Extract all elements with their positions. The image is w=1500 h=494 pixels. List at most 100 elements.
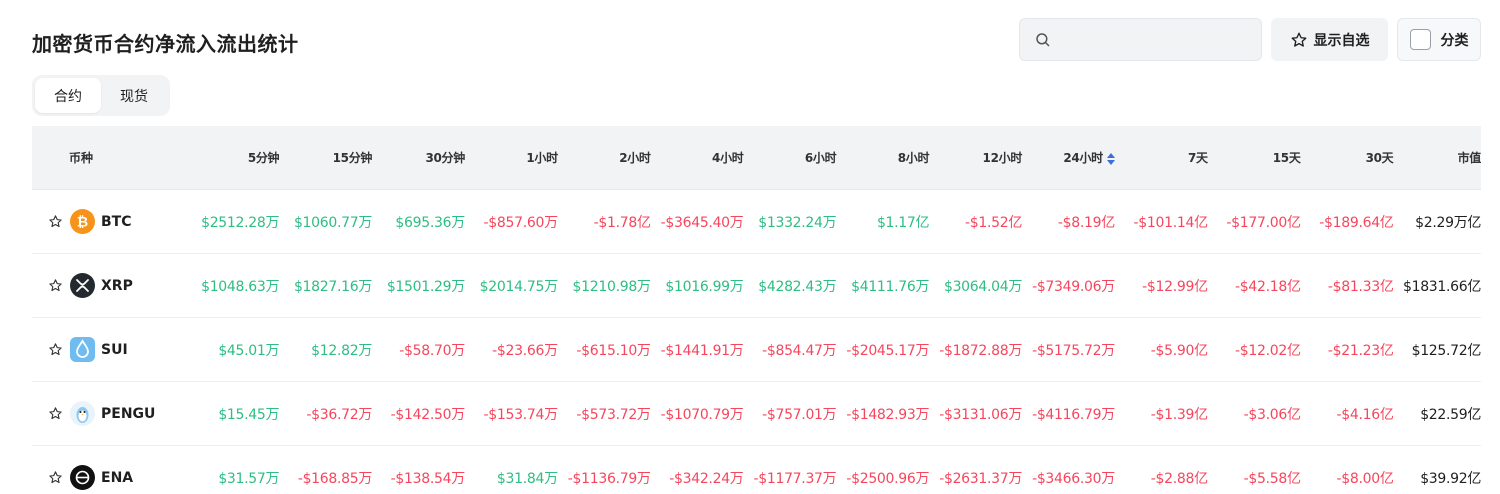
column-header-30m[interactable]: 30分钟 [425,151,465,165]
favorite-star-icon[interactable] [48,214,63,229]
cell-6h: $4282.43万 [758,278,837,295]
cell-30m: -$58.70万 [399,342,465,359]
cell-15m: -$36.72万 [306,406,373,423]
cell-5m: $45.01万 [218,342,280,359]
cell-12h: -$1872.88万 [939,342,1023,359]
cell-7d: -$101.14亿 [1133,214,1209,231]
tab-futures[interactable]: 合约 [35,78,101,113]
cell-4h: $1016.99万 [665,278,744,295]
show-watchlist-label: 显示自选 [1313,32,1370,49]
coin-symbol[interactable]: XRP [101,277,133,294]
column-header-6h[interactable]: 6小时 [804,151,837,165]
cell-12h: -$1.52亿 [965,214,1023,231]
cell-2h: -$573.72万 [576,406,651,423]
cell-4h: -$3645.40万 [660,214,744,231]
cell-24h: -$3466.30万 [1032,470,1115,487]
cell-7d: -$12.99亿 [1142,278,1208,295]
xrp-icon [70,273,95,298]
cell-30m: -$138.54万 [390,470,466,487]
cell-2h: -$1136.79万 [567,470,651,487]
cell-15d: -$42.18亿 [1235,278,1301,295]
page-title: 加密货币合约净流入流出统计 [32,32,299,56]
category-label: 分类 [1440,32,1469,49]
cell-24h: -$8.19亿 [1057,214,1115,231]
cell-30m: -$142.50万 [390,406,466,423]
table-body: ₿ BTC $2512.28万 $1060.77万 $695.36万 -$857.60万 -… [32,190,1481,494]
cell-30m: $695.36万 [395,214,465,231]
cell-1h: -$153.74万 [483,406,559,423]
column-header-12h[interactable]: 12小时 [982,151,1023,165]
column-header-1h[interactable]: 1小时 [526,151,558,165]
cell-15m: $1060.77万 [293,214,373,231]
cell-5m: $1048.63万 [201,278,280,295]
column-header-24h-label: 24小时 [1063,151,1103,165]
column-header-4h[interactable]: 4小时 [712,151,744,165]
cell-6h: -$757.01万 [762,406,837,423]
column-header-5m[interactable]: 5分钟 [247,151,280,165]
cell-24h: -$4116.79万 [1032,406,1115,423]
column-header-market-cap[interactable]: 市值 [1457,151,1482,165]
cell-15d: -$12.02亿 [1235,342,1301,359]
column-header-15d[interactable]: 15天 [1272,151,1301,165]
cell-15d: -$3.06亿 [1243,406,1301,423]
cell-12h: -$2631.37万 [939,470,1023,487]
cell-7d: -$1.39亿 [1150,406,1208,423]
column-header-7d[interactable]: 7天 [1187,151,1208,165]
table-row[interactable]: SUI $45.01万 $12.82万 -$58.70万 -$23.66万 -$615.1… [32,318,1481,382]
table-row[interactable]: ENA $31.57万 -$168.85万 -$138.54万 $31.84万 -$113… [32,446,1481,494]
tab-spot[interactable]: 现货 [120,88,148,105]
cell-30d: -$21.23亿 [1327,342,1394,359]
favorite-star-icon[interactable] [48,342,63,357]
cell-24h: -$7349.06万 [1032,278,1115,295]
pengu-icon [70,401,95,426]
column-header-24h[interactable]: 24小时 [1022,149,1115,166]
cell-8h: -$1482.93万 [846,406,930,423]
column-header-coin: 币种 [69,151,94,165]
favorite-star-icon[interactable] [48,406,63,421]
cell-12h: $3064.04万 [943,278,1023,295]
cell-30m: $1501.29万 [386,278,465,295]
cell-8h: -$2500.96万 [846,470,930,487]
coin-symbol[interactable]: SUI [101,341,128,358]
btc-icon: ₿ [70,209,95,234]
cell-market-cap: $2.29万亿 [1415,214,1482,231]
search-box[interactable] [1019,18,1262,61]
column-header-15m[interactable]: 15分钟 [332,151,373,165]
cell-2h: -$1.78亿 [593,214,651,231]
column-header-30d[interactable]: 30天 [1365,151,1394,165]
cell-market-cap: $125.72亿 [1411,342,1482,359]
market-type-tabs: 合约 现货 [32,75,170,116]
sort-icon [1106,152,1115,165]
cell-market-cap: $39.92亿 [1420,470,1482,487]
favorite-star-icon[interactable] [48,470,63,485]
cell-12h: -$3131.06万 [939,406,1023,423]
column-header-2h[interactable]: 2小时 [619,151,651,165]
cell-market-cap: $1831.66亿 [1402,278,1482,295]
coin-symbol[interactable]: ENA [101,469,134,486]
cell-1h: $2014.75万 [479,278,558,295]
cell-30d: -$8.00亿 [1336,470,1394,487]
show-watchlist-button[interactable]: 显示自选 [1271,18,1388,61]
cell-4h: -$1441.91万 [660,342,744,359]
sui-icon [70,337,95,362]
category-checkbox[interactable] [1409,29,1431,50]
cell-6h: -$854.47万 [762,342,837,359]
cell-2h: -$615.10万 [576,342,651,359]
search-input[interactable] [1062,25,1252,55]
cell-8h: -$2045.17万 [846,342,930,359]
favorite-star-icon[interactable] [48,278,63,293]
coin-cell: XRP [32,273,186,298]
cell-4h: -$342.24万 [669,470,744,487]
table-row[interactable]: PENGU $15.45万 -$36.72万 -$142.50万 -$153.74万 -$… [32,382,1481,446]
category-toggle[interactable]: 分类 [1397,18,1481,61]
table-row[interactable]: ₿ BTC $2512.28万 $1060.77万 $695.36万 -$857.60万 -… [32,190,1481,254]
coin-cell: PENGU [32,401,186,426]
coin-cell: ENA [32,465,186,490]
table-row[interactable]: XRP $1048.63万 $1827.16万 $1501.29万 $2014.75万 $… [32,254,1481,318]
column-header-8h[interactable]: 8小时 [897,151,930,165]
cell-15d: -$5.58亿 [1243,470,1301,487]
coin-symbol[interactable]: PENGU [101,405,156,422]
cell-15m: -$168.85万 [297,470,373,487]
cell-8h: $4111.76万 [851,278,930,295]
coin-symbol[interactable]: BTC [101,213,132,230]
